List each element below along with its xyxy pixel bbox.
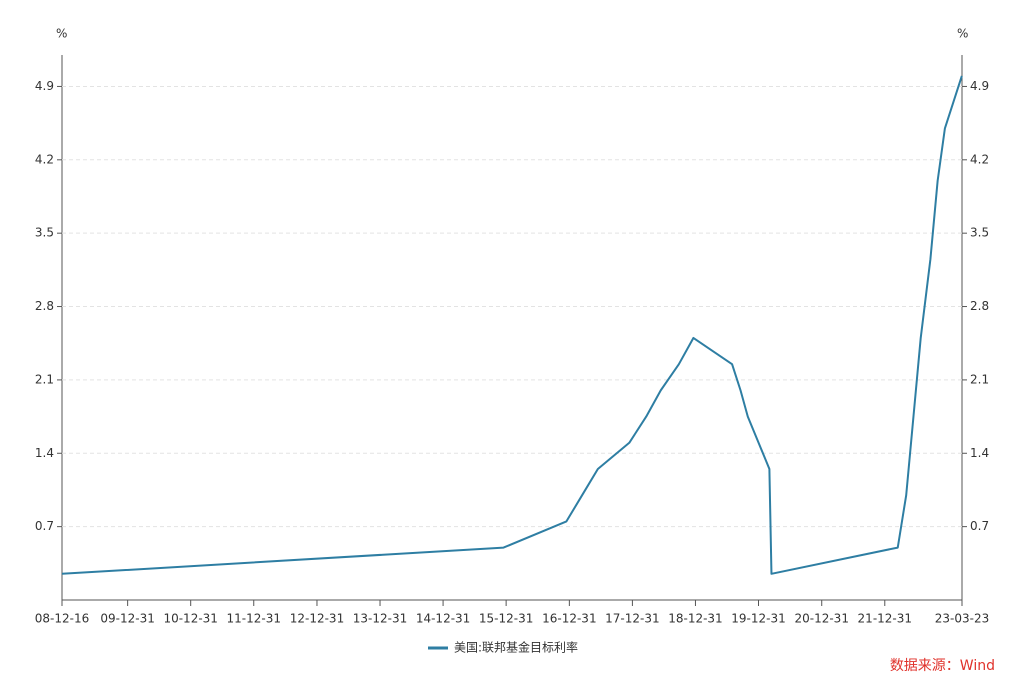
y-axis-label: % [56, 27, 67, 41]
x-tick-label: 20-12-31 [794, 612, 848, 626]
y2-tick-label: 1.4 [970, 446, 989, 460]
x-tick-label: 14-12-31 [416, 612, 470, 626]
y-tick-label: 0.7 [35, 519, 54, 533]
x-tick-label: 23-03-23 [935, 612, 989, 626]
data-line [61, 75, 963, 575]
x-tick-label: 17-12-31 [605, 612, 659, 626]
x-tick-label: 21-12-31 [858, 612, 912, 626]
y2-tick-label: 2.1 [970, 372, 989, 386]
legend-label: 美国:联邦基金目标利率 [454, 640, 578, 655]
y2-tick-label: 2.8 [970, 299, 989, 313]
x-tick-label: 18-12-31 [668, 612, 722, 626]
x-tick-label: 12-12-31 [290, 612, 344, 626]
y2-tick-label: 4.2 [970, 152, 989, 166]
x-tick-label: 10-12-31 [163, 612, 217, 626]
x-tick-label: 09-12-31 [100, 612, 154, 626]
x-tick-label: 15-12-31 [479, 612, 533, 626]
y-tick-label: 1.4 [35, 446, 54, 460]
source-note: 数据来源：Wind [890, 658, 995, 674]
x-tick-label: 08-12-16 [35, 612, 89, 626]
x-tick-label: 13-12-31 [353, 612, 407, 626]
y-tick-label: 3.5 [35, 226, 54, 240]
y-tick-label: 4.9 [35, 79, 54, 93]
y2-tick-label: 3.5 [970, 226, 989, 240]
x-tick-label: 19-12-31 [731, 612, 785, 626]
y2-axis-label: % [957, 27, 968, 41]
y-tick-label: 4.2 [35, 152, 54, 166]
x-tick-label: 16-12-31 [542, 612, 596, 626]
y-tick-label: 2.1 [35, 372, 54, 386]
y2-tick-label: 0.7 [970, 519, 989, 533]
y-tick-label: 2.8 [35, 299, 54, 313]
x-tick-label: 11-12-31 [227, 612, 281, 626]
y2-tick-label: 4.9 [970, 79, 989, 93]
